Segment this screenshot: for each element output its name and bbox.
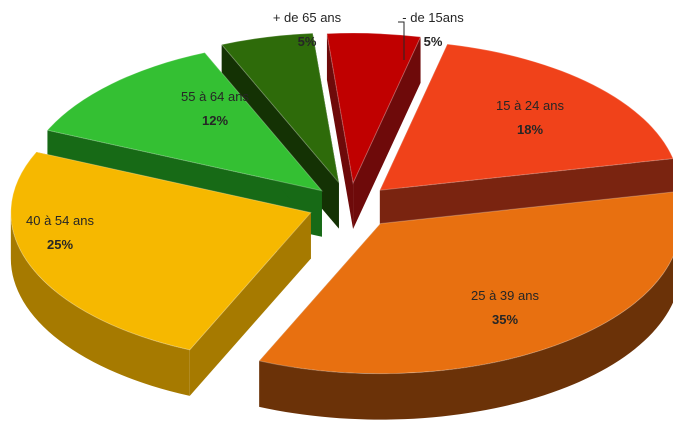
slice-side-wall bbox=[10, 212, 190, 396]
slice-label: 15 à 24 ans bbox=[496, 98, 564, 113]
leader-line bbox=[398, 21, 405, 60]
slice-top bbox=[46, 52, 324, 192]
slice-cut-face bbox=[353, 36, 421, 230]
slice-top bbox=[379, 43, 673, 191]
slice-label: 55 à 64 ans bbox=[181, 89, 249, 104]
slice-percent-label: 12% bbox=[202, 113, 228, 128]
pie-slice bbox=[326, 32, 422, 230]
slice-percent-label: 5% bbox=[298, 34, 317, 49]
slice-percent-label: 5% bbox=[424, 34, 443, 49]
slice-label: + de 65 ans bbox=[273, 10, 342, 25]
slice-top bbox=[326, 32, 422, 185]
slice-label: 25 à 39 ans bbox=[471, 288, 539, 303]
slice-percent-label: 35% bbox=[492, 312, 518, 327]
slice-top bbox=[220, 32, 340, 185]
slice-cut-face bbox=[189, 212, 311, 396]
slice-top bbox=[258, 191, 673, 375]
slice-label: 40 à 54 ans bbox=[26, 213, 94, 228]
slice-label: - de 15ans bbox=[402, 10, 464, 25]
slice-percent-label: 18% bbox=[517, 122, 543, 137]
pie-slice bbox=[258, 191, 673, 420]
slice-top bbox=[10, 151, 312, 351]
pie-slice bbox=[10, 151, 312, 396]
slice-side-wall bbox=[259, 256, 673, 420]
slice-cut-face bbox=[326, 33, 354, 230]
slice-percent-label: 25% bbox=[47, 237, 73, 252]
